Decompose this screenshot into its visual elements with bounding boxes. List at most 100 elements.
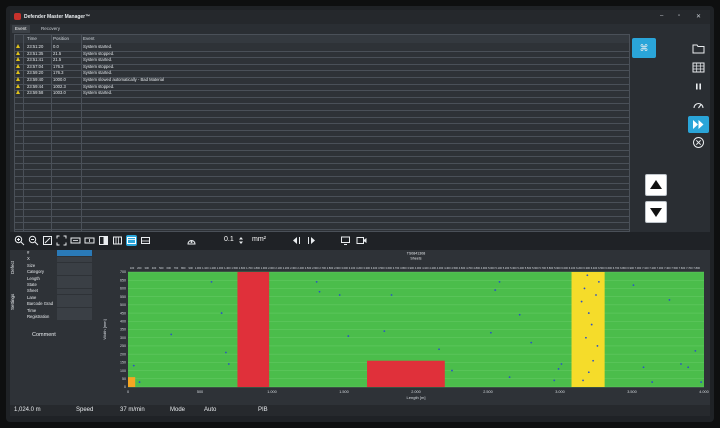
table-row[interactable] [15, 216, 629, 224]
table-row[interactable] [15, 136, 629, 144]
table-row[interactable]: 23:51:41 21.5 System started. [15, 57, 629, 65]
defect-zone[interactable] [128, 377, 136, 387]
table-row[interactable] [15, 196, 629, 204]
fast-forward-button[interactable] [688, 116, 709, 133]
defect-zone[interactable] [237, 272, 270, 387]
tab-event-log[interactable]: Event Log [12, 25, 30, 39]
defect-point[interactable] [518, 313, 521, 316]
defect-point[interactable] [227, 363, 230, 365]
table-row[interactable]: 23:59:44 1002.3 System stopped. [15, 83, 629, 92]
table-row[interactable] [15, 97, 629, 105]
defect-point[interactable] [587, 371, 590, 374]
connection-button[interactable]: ⌘ [632, 38, 656, 58]
defect-point[interactable] [700, 381, 703, 383]
defect-point[interactable] [138, 381, 141, 383]
defect-point[interactable] [438, 348, 440, 351]
scroll-up-button[interactable] [645, 174, 667, 196]
detail-value-field[interactable] [57, 275, 92, 282]
grid-icon[interactable] [692, 61, 705, 74]
defect-point[interactable] [596, 345, 599, 347]
maximize-button[interactable]: ▫ [678, 13, 681, 19]
table-row[interactable]: 23:57:04 176.3 System stopped. [15, 63, 629, 72]
defect-zone[interactable] [367, 360, 445, 387]
table-row[interactable] [15, 202, 629, 210]
pause-icon[interactable] [692, 80, 705, 93]
speedometer-icon[interactable] [692, 99, 705, 112]
detail-value-field[interactable] [57, 301, 92, 308]
fit-width-icon[interactable] [70, 235, 81, 246]
stepper-icon[interactable] [238, 235, 244, 246]
defect-point[interactable] [587, 312, 590, 314]
defect-point[interactable] [590, 323, 593, 326]
defect-point[interactable] [680, 363, 682, 365]
defect-point[interactable] [210, 280, 213, 283]
video-icon[interactable] [356, 235, 367, 246]
scroll-down-button[interactable] [645, 201, 667, 223]
defect-point[interactable] [498, 280, 501, 283]
defect-point[interactable] [586, 274, 589, 277]
table-row[interactable]: 23:51:35 21.5 System stopped. [15, 50, 629, 59]
table-row[interactable] [15, 176, 629, 184]
expand-icon[interactable] [42, 235, 53, 246]
navigate-arrows-icon[interactable] [290, 235, 318, 246]
detail-value-field[interactable] [57, 282, 92, 289]
detail-value-field[interactable] [57, 256, 92, 263]
table-row[interactable] [15, 130, 629, 138]
defect-point[interactable] [580, 300, 583, 303]
defect-point[interactable] [170, 333, 173, 336]
defect-point[interactable] [592, 359, 595, 362]
table-row[interactable] [15, 117, 629, 125]
defect-point[interactable] [632, 284, 635, 287]
defect-point[interactable] [642, 366, 645, 369]
defect-point[interactable] [132, 364, 135, 367]
tab-recovery[interactable]: Recovery [41, 26, 61, 31]
table-row[interactable]: 23:59:20 176.3 System started. [15, 70, 629, 78]
defect-point[interactable] [694, 349, 697, 352]
detail-value-field[interactable] [57, 250, 92, 257]
detail-value-field[interactable] [57, 269, 92, 276]
folder-icon[interactable] [692, 42, 705, 55]
tab-defect[interactable]: Defect [10, 260, 15, 274]
table-row[interactable]: 23:59:40 1000.0 System slowed automaticall… [15, 77, 629, 85]
defect-point[interactable] [687, 366, 690, 369]
defect-point[interactable] [585, 336, 587, 339]
table-row[interactable] [15, 163, 629, 171]
detail-value-field[interactable] [57, 295, 92, 301]
defect-point[interactable] [553, 379, 556, 382]
defect-point[interactable] [390, 294, 393, 296]
defect-map-svg[interactable]: 0 50 100 150 200 250 300 350 400 450 500 550 600 650 7… [92, 250, 710, 405]
tab-settings[interactable]: Settings [10, 293, 15, 311]
zoom-in-icon[interactable] [14, 235, 25, 246]
defect-point[interactable] [451, 369, 453, 372]
camera-icon[interactable] [186, 235, 197, 246]
defect-point[interactable] [338, 294, 341, 296]
defect-point[interactable] [668, 299, 671, 301]
defect-point[interactable] [347, 335, 350, 337]
defect-point[interactable] [583, 287, 586, 290]
defect-point[interactable] [557, 368, 560, 370]
defect-zone[interactable] [571, 272, 605, 387]
defect-point[interactable] [530, 341, 533, 344]
fit-view-icon[interactable] [56, 235, 67, 246]
defect-point[interactable] [489, 331, 492, 334]
defect-point[interactable] [651, 381, 654, 383]
defect-point[interactable] [508, 376, 511, 379]
defect-point[interactable] [597, 280, 600, 283]
table-row[interactable] [15, 169, 629, 177]
monitor-icon[interactable] [340, 235, 351, 246]
detail-value-field[interactable] [57, 288, 92, 295]
table-row[interactable]: 23:51:20 0.0 System started. [15, 44, 629, 52]
table-row[interactable] [15, 123, 629, 131]
defect-point[interactable] [560, 363, 563, 365]
split-view-icon[interactable] [98, 235, 109, 246]
defect-point[interactable] [383, 330, 386, 333]
defect-point[interactable] [318, 290, 321, 293]
defect-point[interactable] [582, 379, 584, 382]
table-row[interactable] [15, 156, 629, 164]
defect-point[interactable] [494, 289, 497, 291]
stop-icon[interactable] [692, 136, 705, 149]
sheet-view-icon[interactable] [126, 235, 137, 246]
defect-point[interactable] [315, 280, 318, 283]
detail-value-field[interactable] [57, 314, 92, 321]
defect-point[interactable] [595, 294, 597, 296]
